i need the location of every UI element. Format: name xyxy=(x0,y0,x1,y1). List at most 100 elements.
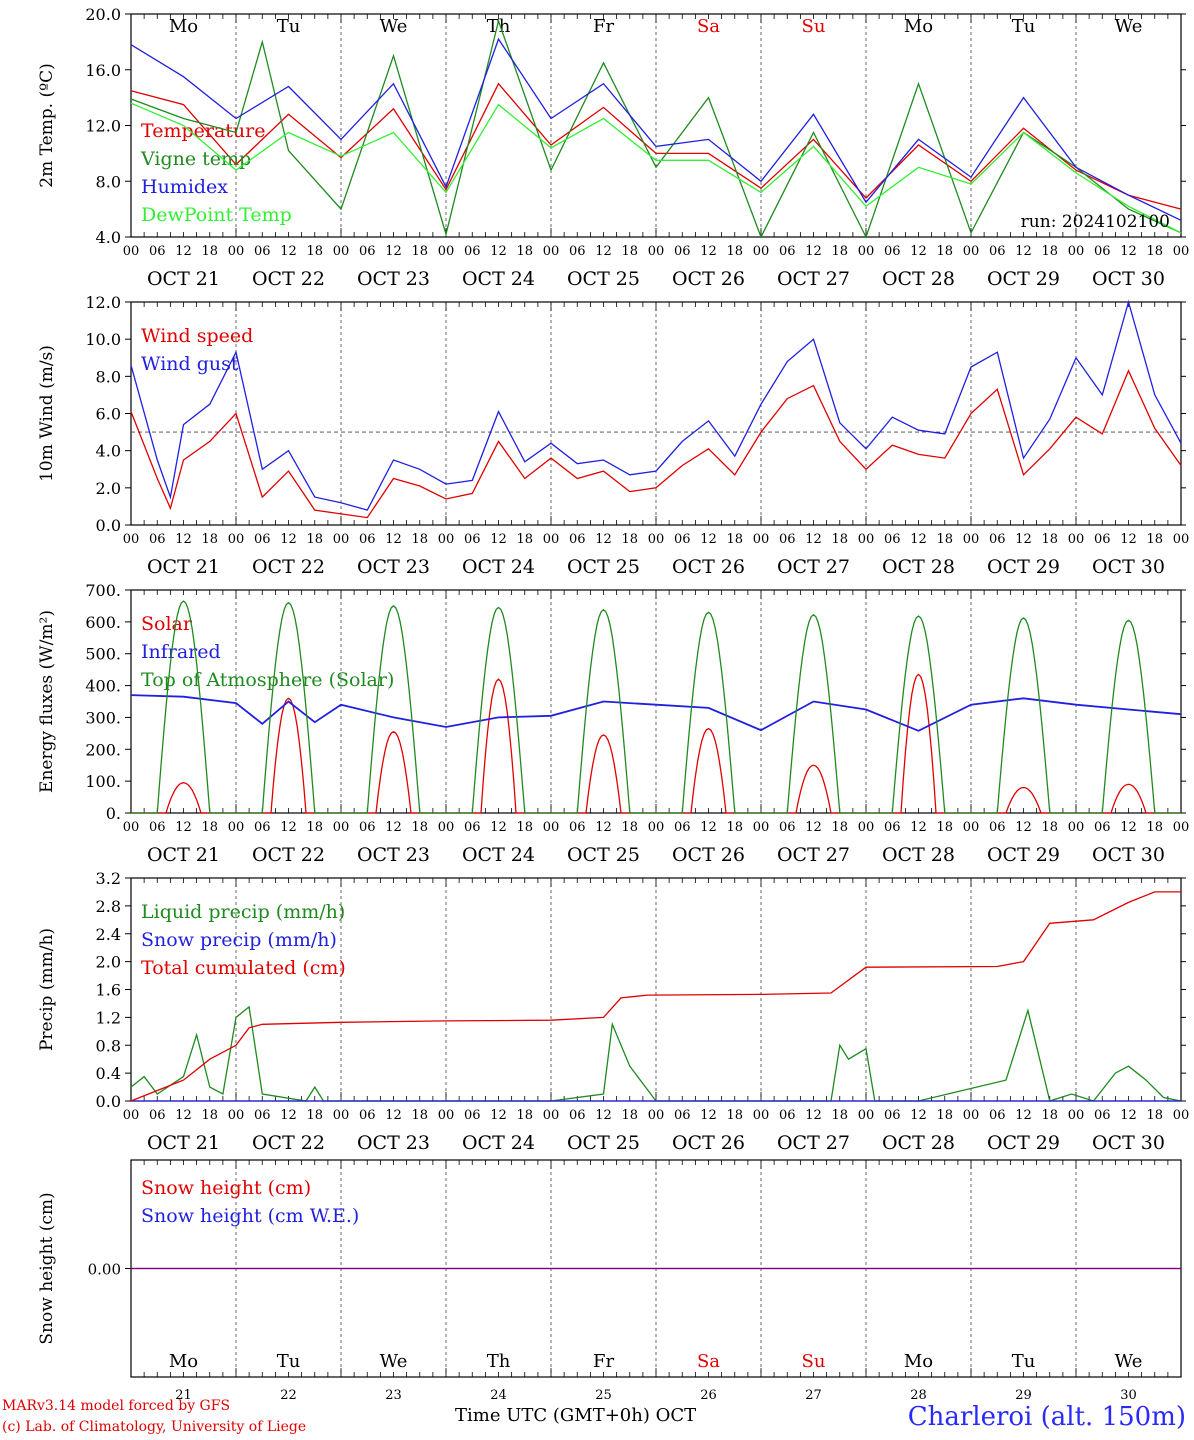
day-of-week-label: Sa xyxy=(697,1351,720,1372)
y-tick-label: 2.0 xyxy=(96,953,121,972)
meteogram-svg: 4.0 8.0 12.0 16.0 20.0 2m Temp. (ºC) 00 06 12 18 0… xyxy=(37,5,1190,1403)
hour-tick-label: 06 xyxy=(569,532,586,547)
hour-tick-label: 18 xyxy=(1041,244,1058,259)
hour-tick-label: 00 xyxy=(123,1108,140,1123)
hour-tick-label: 00 xyxy=(333,820,350,835)
hour-tick-label: 06 xyxy=(359,1108,376,1123)
day-of-week-label: Tu xyxy=(1012,1351,1036,1372)
hour-tick-label: 00 xyxy=(438,244,455,259)
hour-tick-label: 18 xyxy=(1146,1108,1163,1123)
panel-frame-1 xyxy=(130,301,1182,526)
hour-tick-label: 00 xyxy=(753,820,770,835)
day-of-week-label: Sa xyxy=(697,16,720,37)
hour-tick-label: 12 xyxy=(280,244,297,259)
hour-tick-label: 06 xyxy=(569,1108,586,1123)
y-tick-label: 8.0 xyxy=(96,172,121,191)
y-tick-label: 4.0 xyxy=(96,228,121,247)
date-label: OCT 28 xyxy=(882,1132,955,1154)
hour-tick-label: 12 xyxy=(1120,1108,1137,1123)
y-tick-label: 0. xyxy=(106,804,121,823)
hour-tick-label: 06 xyxy=(779,244,796,259)
y-tick-label: 6.0 xyxy=(96,405,121,424)
date-label: OCT 25 xyxy=(567,556,640,578)
hour-tick-label: 18 xyxy=(621,1108,638,1123)
hour-tick-label: 06 xyxy=(149,1108,166,1123)
day-number-label: 29 xyxy=(1015,1388,1032,1400)
y-tick-label: 0.8 xyxy=(96,1036,121,1055)
hour-tick-label: 06 xyxy=(359,820,376,835)
date-label: OCT 30 xyxy=(1092,844,1165,866)
hour-tick-label: 00 xyxy=(858,532,875,547)
hour-tick-label: 00 xyxy=(648,532,665,547)
lab-credit: (c) Lab. of Climatology, University of L… xyxy=(2,1419,307,1435)
hour-tick-label: 00 xyxy=(963,532,980,547)
legend-entry: Snow height (cm) xyxy=(141,1177,311,1199)
hour-tick-label: 18 xyxy=(411,1108,428,1123)
day-number-label: 30 xyxy=(1120,1388,1137,1400)
date-label: OCT 23 xyxy=(357,268,430,290)
hour-tick-label: 06 xyxy=(359,532,376,547)
date-label: OCT 28 xyxy=(882,556,955,578)
hour-tick-label: 12 xyxy=(1015,820,1032,835)
day-of-week-label: Th xyxy=(487,1351,511,1372)
hour-tick-label: 18 xyxy=(201,532,218,547)
date-label: OCT 23 xyxy=(357,844,430,866)
hour-tick-label: 00 xyxy=(1173,244,1190,259)
hour-tick-label: 06 xyxy=(1094,1108,1111,1123)
hour-tick-label: 00 xyxy=(858,820,875,835)
date-label: OCT 30 xyxy=(1092,556,1165,578)
hour-tick-label: 12 xyxy=(595,244,612,259)
hour-tick-label: 18 xyxy=(411,244,428,259)
hour-tick-label: 12 xyxy=(1015,1108,1032,1123)
hour-tick-label: 00 xyxy=(963,820,980,835)
date-label: OCT 22 xyxy=(252,268,325,290)
hour-tick-label: 18 xyxy=(831,532,848,547)
y-tick-label: 2.8 xyxy=(96,897,121,916)
y-axis-title: Snow height (cm) xyxy=(37,1192,57,1344)
hour-tick-label: 00 xyxy=(858,244,875,259)
hour-tick-label: 18 xyxy=(726,532,743,547)
hour-tick-label: 12 xyxy=(490,244,507,259)
hour-tick-label: 18 xyxy=(831,244,848,259)
hour-tick-label: 00 xyxy=(648,1108,665,1123)
hour-tick-label: 12 xyxy=(1120,532,1137,547)
y-axis-title: Energy fluxes (W/m²) xyxy=(37,610,57,793)
hour-tick-label: 06 xyxy=(569,820,586,835)
hour-tick-label: 12 xyxy=(1120,820,1137,835)
date-label: OCT 22 xyxy=(252,1132,325,1154)
station-name: Charleroi (alt. 150m) xyxy=(907,1402,1186,1432)
hour-tick-label: 18 xyxy=(831,820,848,835)
y-tick-label: 0.0 xyxy=(96,1092,121,1111)
hour-tick-label: 18 xyxy=(1146,532,1163,547)
hour-tick-label: 18 xyxy=(936,244,953,259)
hour-tick-label: 06 xyxy=(464,532,481,547)
hour-tick-label: 00 xyxy=(543,532,560,547)
hour-tick-label: 00 xyxy=(333,1108,350,1123)
hour-tick-label: 06 xyxy=(989,244,1006,259)
hour-tick-label: 12 xyxy=(700,1108,717,1123)
hour-tick-label: 06 xyxy=(779,532,796,547)
x-axis-month: OCT xyxy=(655,1405,697,1426)
hour-tick-label: 00 xyxy=(123,244,140,259)
date-label: OCT 26 xyxy=(672,844,745,866)
hour-tick-label: 00 xyxy=(228,244,245,259)
y-tick-label: 16.0 xyxy=(85,61,121,80)
y-tick-label: 0.4 xyxy=(96,1064,121,1083)
hour-tick-label: 12 xyxy=(910,820,927,835)
y-tick-label: 4.0 xyxy=(96,442,121,461)
y-tick-label: 0.0 xyxy=(96,516,121,535)
hour-tick-label: 00 xyxy=(753,244,770,259)
hour-tick-label: 06 xyxy=(674,820,691,835)
hour-tick-label: 00 xyxy=(1173,532,1190,547)
hour-tick-label: 06 xyxy=(569,244,586,259)
hour-tick-label: 06 xyxy=(254,532,271,547)
hour-tick-label: 18 xyxy=(831,1108,848,1123)
day-of-week-label: Mo xyxy=(169,1351,198,1372)
hour-tick-label: 06 xyxy=(989,820,1006,835)
date-label: OCT 22 xyxy=(252,844,325,866)
day-number-label: 28 xyxy=(910,1388,927,1400)
date-label: OCT 27 xyxy=(777,1132,850,1154)
day-of-week-label: We xyxy=(380,1351,408,1372)
date-label: OCT 22 xyxy=(252,556,325,578)
model-credit: MARv3.14 model forced by GFS xyxy=(2,1398,231,1414)
